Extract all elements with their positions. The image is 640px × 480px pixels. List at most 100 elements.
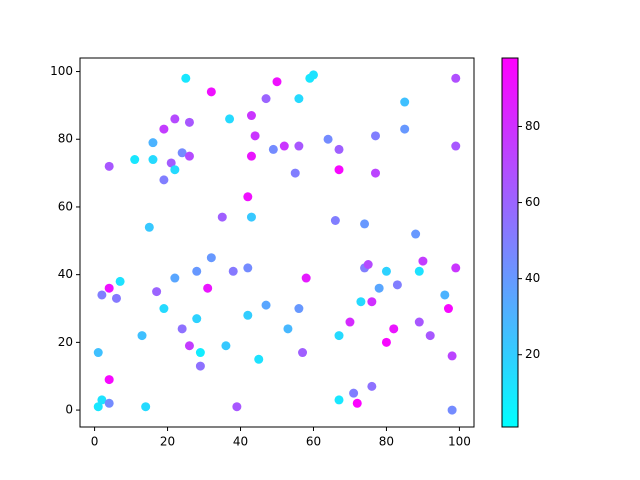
x-tick-label: 60 bbox=[306, 435, 321, 449]
point bbox=[195, 348, 205, 358]
point bbox=[221, 341, 231, 351]
point bbox=[137, 331, 147, 341]
point bbox=[177, 148, 187, 158]
point bbox=[272, 77, 282, 87]
point bbox=[170, 165, 180, 175]
plot-area bbox=[79, 57, 475, 428]
y-tick-label: 80 bbox=[58, 132, 73, 146]
y-tick-label: 40 bbox=[58, 267, 73, 281]
point bbox=[159, 304, 169, 314]
point bbox=[184, 341, 194, 351]
x-tick-label: 40 bbox=[233, 435, 248, 449]
point bbox=[206, 253, 216, 263]
point bbox=[334, 144, 344, 154]
point bbox=[206, 87, 216, 97]
point bbox=[111, 293, 121, 303]
point bbox=[323, 134, 333, 144]
point bbox=[352, 398, 362, 408]
point bbox=[374, 283, 384, 293]
point bbox=[243, 263, 253, 273]
x-tick-label: 20 bbox=[160, 435, 175, 449]
y-tick-label: 0 bbox=[65, 403, 73, 417]
point bbox=[414, 317, 424, 327]
point bbox=[104, 398, 114, 408]
point bbox=[349, 388, 359, 398]
point bbox=[298, 348, 308, 358]
point bbox=[246, 212, 256, 222]
point bbox=[148, 155, 158, 165]
colorbar-tick-label: 60 bbox=[525, 195, 540, 209]
point bbox=[261, 300, 271, 310]
colorbar-tick-label: 20 bbox=[525, 347, 540, 361]
point bbox=[367, 381, 377, 391]
point bbox=[115, 276, 125, 286]
point bbox=[225, 114, 235, 124]
point bbox=[330, 215, 340, 225]
point bbox=[279, 141, 289, 151]
y-tick-label: 60 bbox=[58, 199, 73, 213]
point bbox=[93, 348, 103, 358]
point bbox=[400, 97, 410, 107]
point bbox=[130, 155, 140, 165]
point bbox=[246, 111, 256, 121]
point bbox=[232, 402, 242, 412]
point bbox=[159, 175, 169, 185]
point bbox=[97, 395, 107, 405]
point bbox=[217, 212, 227, 222]
point bbox=[148, 138, 158, 148]
point bbox=[371, 131, 380, 141]
point bbox=[294, 141, 304, 151]
point bbox=[443, 304, 453, 314]
point bbox=[418, 256, 428, 266]
point bbox=[104, 161, 114, 171]
point bbox=[381, 337, 391, 347]
colorbar bbox=[501, 57, 519, 428]
point bbox=[356, 297, 366, 307]
point bbox=[447, 405, 457, 415]
point bbox=[414, 266, 424, 276]
point bbox=[451, 73, 461, 83]
point bbox=[97, 290, 107, 300]
point bbox=[243, 310, 253, 320]
point bbox=[411, 229, 421, 239]
point bbox=[203, 283, 213, 293]
point bbox=[301, 273, 311, 283]
point bbox=[308, 70, 318, 80]
x-tick-label: 0 bbox=[91, 435, 99, 449]
point bbox=[250, 131, 260, 141]
colorbar-tick-label: 40 bbox=[525, 271, 540, 285]
point bbox=[177, 324, 187, 334]
y-tick-label: 100 bbox=[50, 64, 73, 78]
point bbox=[451, 263, 461, 273]
point bbox=[290, 168, 300, 178]
point bbox=[152, 287, 162, 297]
point bbox=[268, 144, 278, 154]
point bbox=[104, 375, 114, 385]
point bbox=[184, 151, 194, 161]
point bbox=[334, 165, 344, 175]
point bbox=[451, 141, 461, 151]
point bbox=[360, 219, 370, 229]
point bbox=[294, 304, 304, 314]
y-tick-label: 20 bbox=[58, 335, 73, 349]
point bbox=[367, 297, 377, 307]
point bbox=[141, 402, 151, 412]
point bbox=[392, 280, 402, 290]
point bbox=[166, 158, 176, 168]
point bbox=[144, 222, 154, 232]
point bbox=[345, 317, 355, 327]
colorbar-tick-label: 80 bbox=[525, 119, 540, 133]
point bbox=[243, 192, 253, 202]
point bbox=[93, 402, 103, 412]
point bbox=[254, 354, 264, 364]
point bbox=[363, 260, 373, 270]
point bbox=[184, 117, 194, 127]
point bbox=[440, 290, 450, 300]
point bbox=[389, 324, 399, 334]
point bbox=[195, 361, 205, 371]
x-tick-label: 80 bbox=[379, 435, 394, 449]
point bbox=[400, 124, 410, 134]
point bbox=[381, 266, 391, 276]
point bbox=[447, 351, 457, 361]
